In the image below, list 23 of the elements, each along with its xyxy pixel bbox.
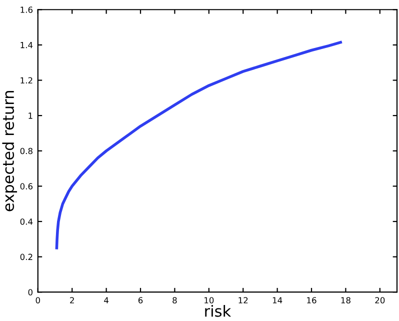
- line-series: [55, 40, 342, 250]
- x-tick-label: 20: [375, 297, 385, 304]
- x-tick-label: 6: [138, 297, 143, 304]
- y-tick-label: 0.4: [20, 218, 33, 225]
- y-axis-title: expected return: [2, 91, 18, 212]
- y-tick-label: 1.2: [20, 77, 32, 84]
- y-tick-label: 0: [28, 289, 32, 296]
- y-tick-label: 0.2: [20, 254, 32, 260]
- y-tick-label: 0.6: [20, 183, 33, 190]
- x-tick-label: 18: [341, 297, 350, 304]
- x-axis-title: risk: [205, 305, 232, 317]
- x-tick-label: 14: [272, 297, 282, 304]
- x-tick-label: 12: [238, 297, 248, 304]
- y-tick-label: 1.4: [20, 42, 33, 48]
- y-tick-label: 1: [28, 112, 32, 119]
- x-tick-label: 16: [307, 297, 316, 304]
- x-tick-label: 0: [36, 297, 40, 304]
- x-tick-label: 10: [204, 297, 214, 304]
- x-tick-label: 8: [172, 297, 177, 304]
- x-tick-label: 4: [104, 297, 108, 304]
- y-tick-label: 1.6: [20, 6, 33, 13]
- y-tick-label: 0.8: [20, 148, 32, 154]
- x-tick-label: 2: [70, 297, 74, 304]
